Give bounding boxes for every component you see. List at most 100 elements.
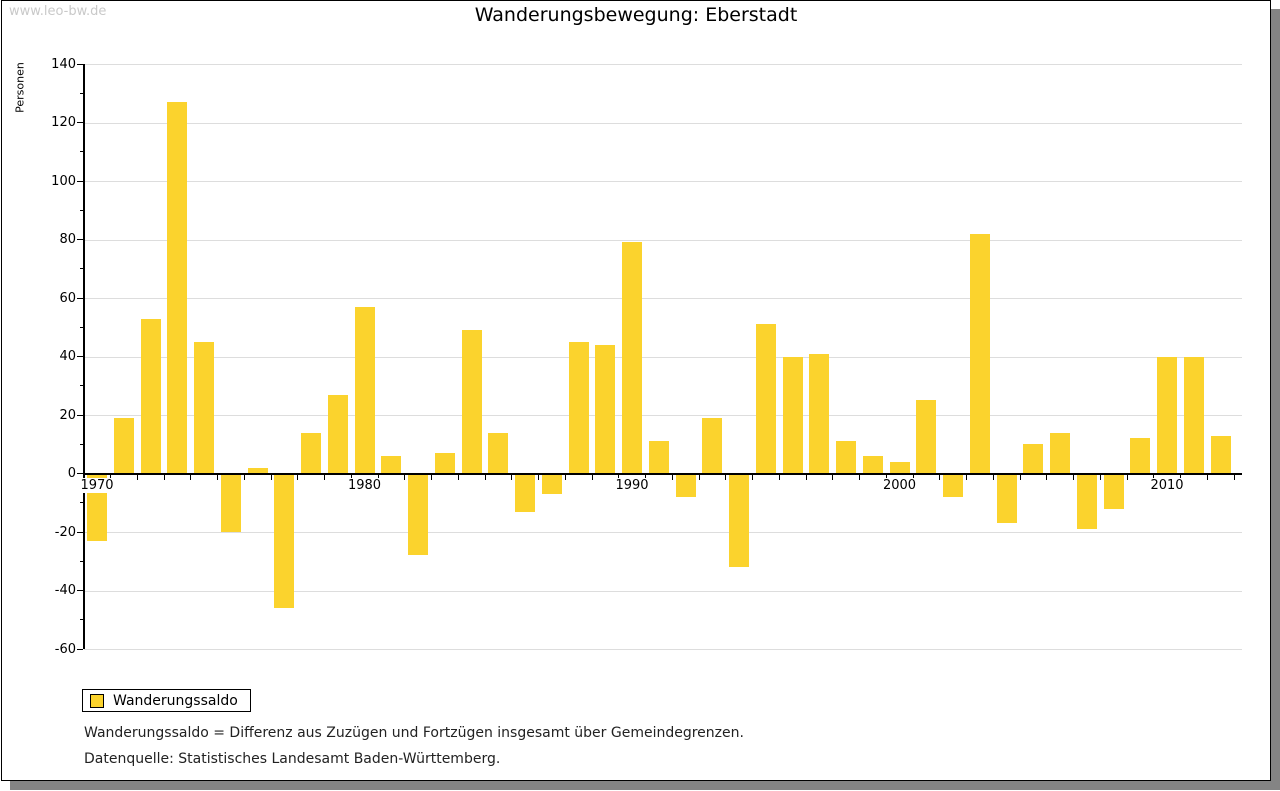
bar-1973 [167,102,188,474]
y-tick-label--40: -40 [54,583,76,598]
x-tick-27 [832,473,834,480]
y-tick-120 [77,122,83,123]
bar-2012 [1210,435,1231,474]
y-tick-label-60: 60 [59,290,76,306]
bar-1982 [408,473,428,556]
y-axis-label: Personen [13,62,27,113]
y-tick-label--20: -20 [54,524,76,540]
x-tick-14 [484,473,486,480]
bar-2008 [1103,473,1124,509]
x-tick-36 [1073,473,1074,480]
gridline-100 [84,181,1242,182]
y-minor-tick--30 [80,560,83,562]
x-tick-21 [671,473,673,480]
x-tick-6 [270,473,272,480]
bar-1974 [194,341,214,474]
bar-1978 [301,432,321,474]
bar-2010 [1157,356,1177,474]
x-tick-17 [564,473,566,480]
gridline-60 [84,298,1242,299]
bar-2009 [1130,438,1151,474]
bar-1971 [113,417,134,474]
x-tick-label-2000: 2000 [881,478,918,493]
x-tick-41 [1206,473,1208,480]
y-minor-tick--50 [80,619,83,621]
x-tick-31 [939,473,941,480]
x-tick-16 [538,473,539,480]
y-minor-tick-110 [80,151,83,153]
y-tick-label-0: 0 [67,466,76,481]
x-tick-12 [431,473,432,480]
bar-1981 [381,455,402,474]
x-tick-1 [136,473,138,480]
x-tick-8 [324,473,325,480]
bar-1995 [755,324,776,474]
x-tick-22 [698,473,700,480]
x-tick-42 [1233,473,1235,480]
bar-1992 [675,473,696,497]
x-tick-2 [163,473,165,480]
gridline-140 [84,64,1242,65]
x-tick-29 [885,473,887,480]
gridline-20 [84,415,1242,416]
y-tick-label-140: 140 [51,56,76,72]
y-tick-label--60: -60 [54,641,76,657]
bar-1984 [461,330,482,474]
bar-1972 [140,318,161,474]
bar-1979 [327,394,348,474]
x-tick-34 [1019,473,1021,480]
bar-1987 [541,473,562,494]
y-tick-label-40: 40 [59,349,76,364]
y-tick-140 [77,63,83,65]
legend-label: Wanderungssaldo [113,692,238,709]
x-tick-15 [511,473,513,480]
x-tick-28 [859,473,860,480]
bar-1993 [702,417,723,474]
x-tick-5 [243,473,245,480]
x-tick-7 [297,473,299,480]
x-tick-32 [966,473,967,480]
y-axis [83,64,85,649]
bar-1976 [247,467,268,474]
y-minor-tick-90 [80,209,83,211]
y-minor-tick--10 [80,502,83,504]
gridline-80 [84,239,1242,241]
chart-frame: www.leo-bw.de Wanderungsbewegung: Eberst… [1,0,1271,781]
footnote-definition: Wanderungssaldo = Differenz aus Zuzügen … [84,725,744,741]
x-tick-label-1990: 1990 [614,478,650,493]
x-tick-4 [217,473,218,480]
x-tick-25 [778,473,780,480]
bar-1991 [648,441,669,474]
x-tick-19 [618,473,620,480]
x-tick-label-1970: 1970 [79,478,115,493]
gridline-120 [84,122,1242,124]
x-tick-26 [805,473,807,480]
x-tick-9 [350,473,352,480]
x-tick-40 [1180,473,1181,480]
y-tick-60 [77,297,83,299]
bar-1996 [782,356,803,474]
bar-1988 [568,341,589,474]
footnote-source: Datenquelle: Statistisches Landesamt Bad… [84,751,501,767]
x-tick-13 [457,473,459,480]
x-tick-0 [110,473,111,480]
bar-1980 [354,306,375,474]
gridline-40 [84,356,1242,358]
bar-1990 [622,242,642,474]
y-tick-label-100: 100 [51,173,76,189]
page-title: Wanderungsbewegung: Eberstadt [474,4,798,26]
y-tick-20 [77,414,83,416]
x-axis [84,472,1242,475]
x-tick-3 [190,473,192,480]
bar-2011 [1183,356,1204,474]
y-minor-tick-30 [80,385,83,387]
bar-2004 [996,473,1017,524]
x-tick-38 [1126,473,1128,480]
bar-1986 [515,473,535,512]
x-tick-30 [912,473,914,480]
x-tick-37 [1099,473,1101,480]
x-tick-label-1980: 1980 [346,478,383,493]
bar-2006 [1050,432,1070,474]
bar-2000 [889,461,910,474]
y-tick-label-80: 80 [59,232,76,247]
